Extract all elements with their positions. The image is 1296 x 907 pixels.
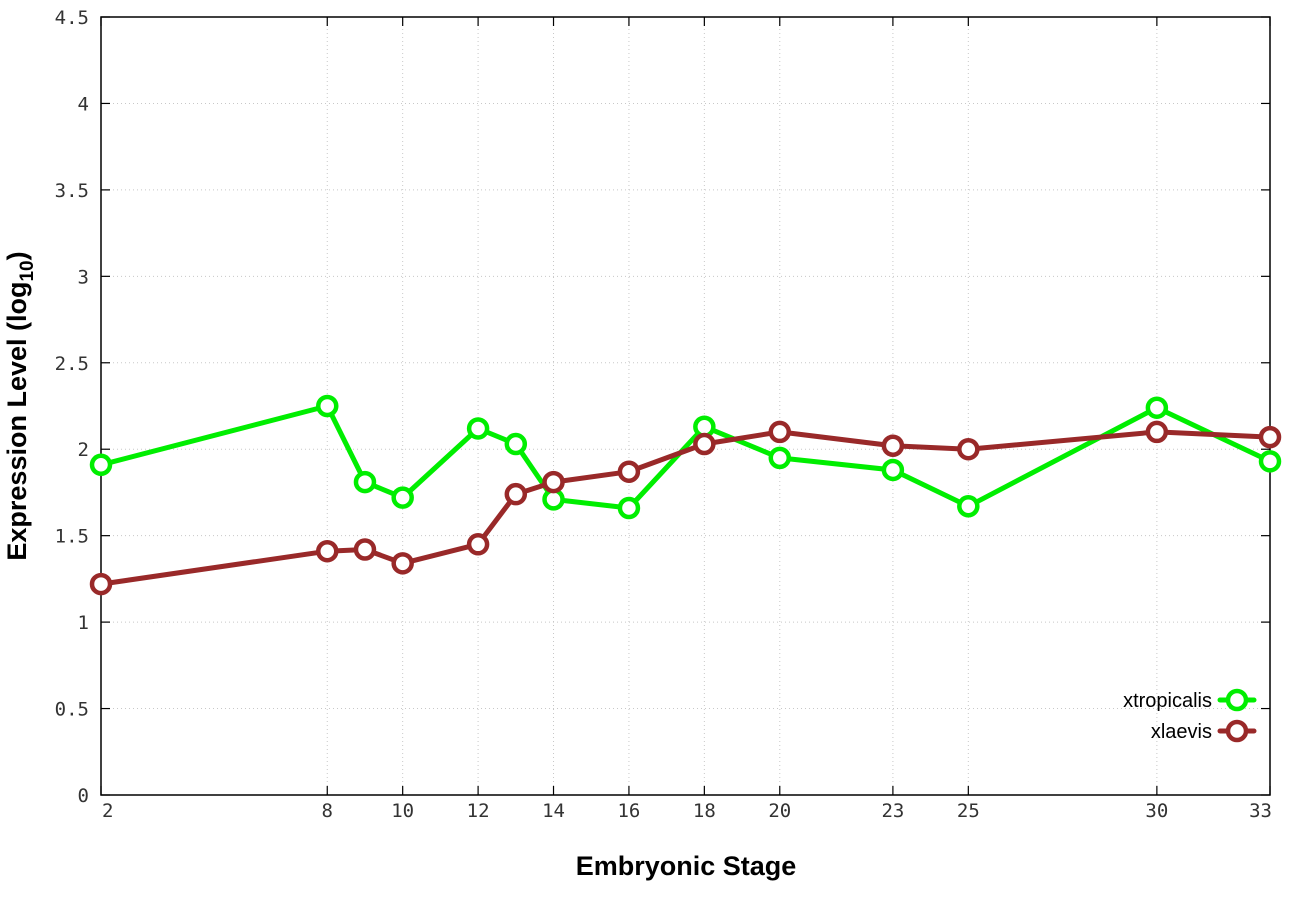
series-xlaevis xyxy=(89,420,1282,596)
x-tick-label: 25 xyxy=(957,800,980,822)
legend-label-xtropicalis: xtropicalis xyxy=(1123,690,1212,712)
y-tick-label: 0.5 xyxy=(55,699,89,721)
data-point-xlaevis xyxy=(542,470,565,494)
x-tick-label: 2 xyxy=(102,800,113,822)
data-point-xtropicalis xyxy=(1145,396,1169,419)
y-tick-label: 4.5 xyxy=(55,7,89,29)
series-xtropicalis xyxy=(89,394,1282,520)
data-point-xlaevis xyxy=(504,482,528,506)
y-tick-label: 3 xyxy=(78,266,89,288)
data-point-xlaevis xyxy=(1258,425,1282,449)
data-point-xtropicalis xyxy=(316,394,339,418)
y-axis-title-close: ) xyxy=(2,251,32,260)
legend-entry-xlaevis: xlaevis xyxy=(1151,719,1257,743)
plot-frame xyxy=(100,16,1271,796)
legend-label-xlaevis: xlaevis xyxy=(1151,721,1212,743)
x-tick-label: 23 xyxy=(881,800,904,822)
legend-entry-xtropicalis: xtropicalis xyxy=(1123,688,1257,712)
data-point-xlaevis xyxy=(353,538,377,561)
y-axis-title: Expression Level (log10) xyxy=(2,251,38,560)
data-point-xlaevis xyxy=(881,434,905,458)
x-axis-title: Embryonic Stage xyxy=(576,851,797,881)
series-line-xlaevis xyxy=(98,429,1273,587)
data-point-xtropicalis xyxy=(768,446,792,470)
legend-marker-xlaevis xyxy=(1225,719,1249,743)
data-point-xtropicalis xyxy=(391,486,414,509)
x-tick-label: 12 xyxy=(467,800,490,822)
data-point-xlaevis xyxy=(768,420,792,444)
legend: xtropicalis xlaevis xyxy=(1123,688,1257,743)
data-point-xlaevis xyxy=(466,533,490,556)
data-point-xtropicalis xyxy=(617,496,641,520)
data-point-xlaevis xyxy=(316,539,339,563)
y-axis-title-subscript: 10 xyxy=(17,260,38,281)
data-point-xtropicalis xyxy=(89,453,113,477)
data-point-xlaevis xyxy=(693,432,716,456)
x-tick-label: 30 xyxy=(1145,800,1168,822)
data-point-xtropicalis xyxy=(1258,450,1282,473)
grid xyxy=(101,17,1270,795)
y-axis-title-main: Expression Level (log xyxy=(2,282,32,561)
x-tick-label: 10 xyxy=(391,800,414,822)
legend-marker-xtropicalis xyxy=(1225,688,1249,712)
x-tick-label: 16 xyxy=(617,800,640,822)
y-tick-label: 0 xyxy=(78,785,89,807)
x-tick-label: 20 xyxy=(768,800,791,822)
axis-ticks: 0 0.5 1 1.5 2 2.5 3 3.5 4 4.5 2 8 10 12 14 16 18 20 23 25 30… xyxy=(55,7,1272,822)
x-tick-label: 8 xyxy=(322,800,333,822)
y-tick-label: 2.5 xyxy=(55,353,89,375)
data-point-xlaevis xyxy=(89,572,113,596)
x-tick-label: 14 xyxy=(542,800,565,822)
x-tick-label: 33 xyxy=(1249,800,1272,822)
data-point-xlaevis xyxy=(391,552,414,575)
x-tick-label: 18 xyxy=(693,800,716,822)
y-tick-label: 1 xyxy=(78,612,89,634)
data-point-xtropicalis xyxy=(881,458,905,482)
data-point-xlaevis xyxy=(957,437,980,461)
y-tick-label: 3.5 xyxy=(55,180,89,202)
data-point-xlaevis xyxy=(1145,420,1169,444)
y-tick-label: 4 xyxy=(78,93,89,115)
data-point-xtropicalis xyxy=(504,432,528,456)
series-line-xtropicalis xyxy=(98,403,1273,511)
data-point-xtropicalis xyxy=(957,495,980,518)
y-tick-label: 1.5 xyxy=(55,526,89,548)
data-point-xtropicalis xyxy=(353,470,377,494)
data-point-xlaevis xyxy=(617,460,641,483)
y-tick-label: 2 xyxy=(78,439,89,461)
series-group xyxy=(89,394,1282,596)
data-point-xtropicalis xyxy=(466,417,490,440)
